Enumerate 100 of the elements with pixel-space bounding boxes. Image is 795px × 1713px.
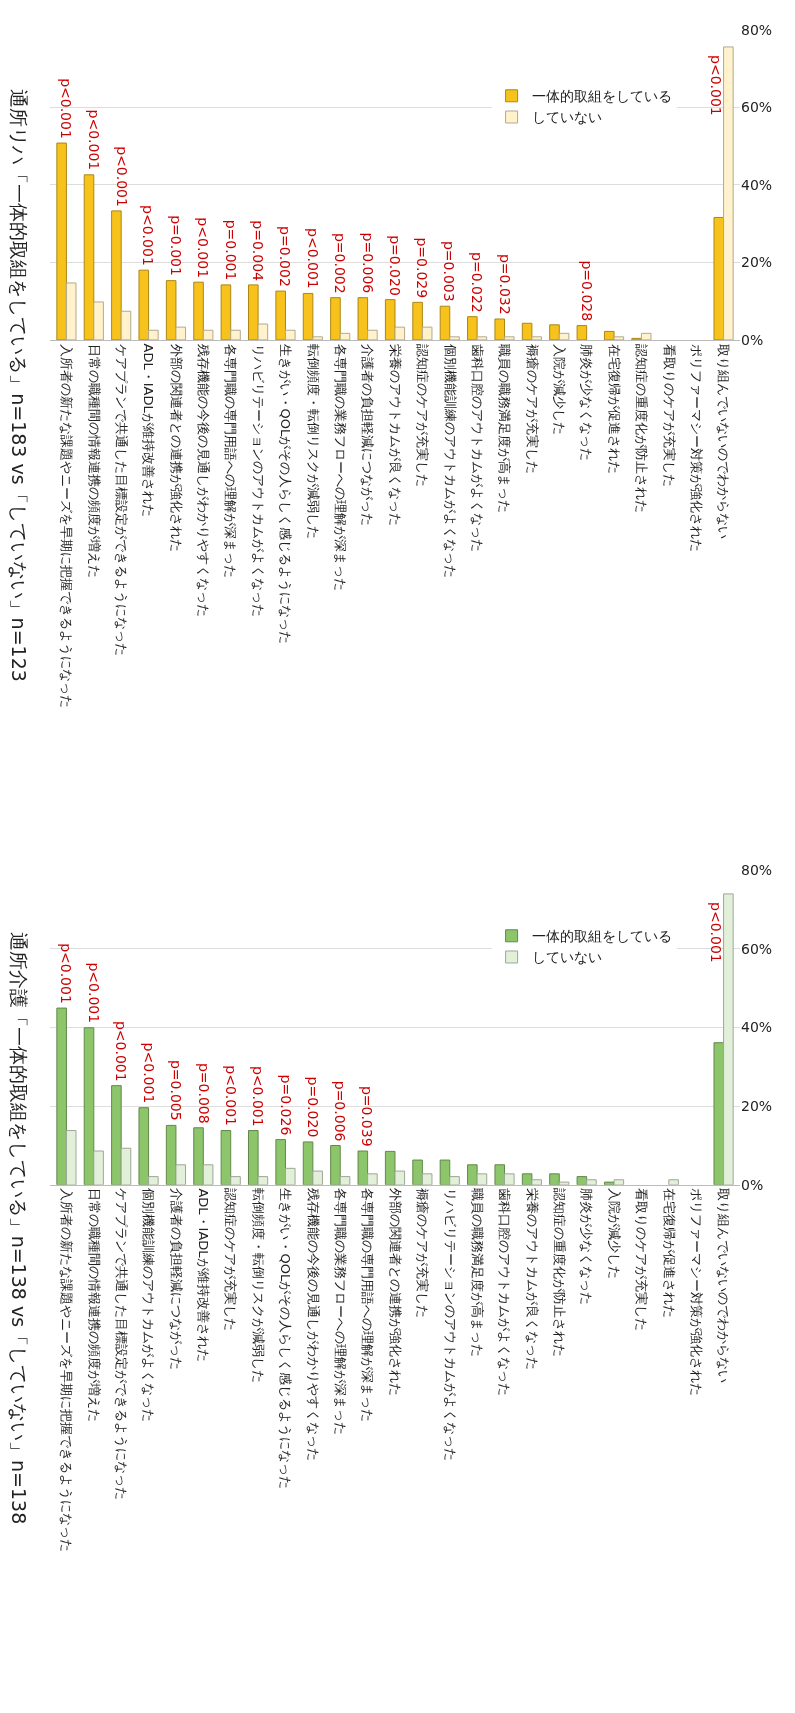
- bar: [531, 1179, 542, 1185]
- bar: [549, 1173, 560, 1185]
- x-tick-label: 看取りのケアが充実した: [661, 343, 677, 487]
- x-tick-label: 介護者の負担軽減につながった: [168, 1188, 184, 1371]
- annotation: p=0.001: [168, 215, 185, 276]
- annotation: p=0.002: [332, 232, 349, 294]
- bar: [412, 301, 423, 340]
- annotation: p=0.001: [223, 219, 240, 281]
- bar: [421, 326, 433, 340]
- x-tick-label: 認知症の重度化が防止された: [634, 343, 650, 513]
- x-tick-label: 認知症のケアが充実した: [223, 1188, 239, 1332]
- bar: [394, 326, 406, 340]
- annotation: p=0.026: [277, 1074, 294, 1136]
- legend-label: していない: [531, 949, 602, 966]
- x-tick-label: 褥瘡のケアが充実した: [415, 1188, 431, 1319]
- bar: [83, 174, 95, 340]
- bar: [175, 326, 187, 340]
- annotation: p<0.001: [707, 55, 724, 116]
- bar: [165, 1124, 177, 1185]
- bar: [476, 336, 488, 340]
- y-tick-label: 80%: [741, 21, 773, 38]
- bar: [449, 336, 460, 340]
- annotation: p=0.004: [250, 220, 267, 282]
- bar: [394, 1170, 406, 1185]
- annotation: p<0.001: [57, 78, 74, 139]
- y-tick-label: 60%: [741, 940, 773, 957]
- bar: [275, 1139, 286, 1185]
- y-tick-label: 20%: [741, 254, 773, 271]
- bar: [65, 282, 77, 340]
- bar: [93, 1150, 104, 1185]
- bar: [640, 332, 652, 340]
- annotation: p=0.020: [305, 1076, 322, 1138]
- bar: [193, 1127, 204, 1185]
- x-tick-label: 肺炎が少なくなった: [579, 1188, 595, 1306]
- text: 通所リハ「一体的取組をしている」n=183 vs「していない」n=123: [8, 89, 31, 682]
- x-tick-label: 褥瘡のケアが充実した: [524, 343, 540, 474]
- annotation: p=0.008: [195, 1062, 212, 1124]
- x-tick-label: ADL・IADLが維持改善された: [141, 343, 157, 517]
- x-tick-label: 生きがい・QOLがその人らしく感じるようになった: [278, 343, 294, 645]
- bar: [412, 1159, 423, 1185]
- bar: [723, 893, 734, 1185]
- bar: [576, 325, 588, 340]
- x-tick-label: 介護者の負担軽減につながった: [360, 343, 376, 526]
- annotation: p<0.001: [58, 943, 74, 1004]
- bar: [284, 1167, 296, 1185]
- bar: [339, 332, 351, 340]
- x-tick-label: 入所者の新たな課題やニーズを早期に把握できるようになった: [59, 1188, 75, 1553]
- y-tick-label: 0%: [741, 331, 764, 348]
- bar: [202, 329, 214, 340]
- y-tick-label: 60%: [741, 99, 773, 116]
- bar: [613, 336, 625, 340]
- bar: [367, 1173, 378, 1185]
- x-tick-label: 個別機能訓練のアウトカムがよくなった: [442, 343, 458, 578]
- bar: [302, 1141, 314, 1185]
- bar: [357, 1150, 369, 1185]
- bar: [521, 322, 533, 340]
- bar: [93, 301, 104, 340]
- x-tick-label: 外部の関連者との連携が強化された: [387, 1188, 403, 1397]
- bar: [421, 1173, 433, 1185]
- bar: [220, 284, 232, 340]
- annotation: p<0.001: [113, 1020, 130, 1082]
- annotation: p=0.020: [387, 235, 404, 296]
- bar: [576, 1176, 588, 1185]
- annotation: p<0.001: [707, 902, 724, 963]
- bar: [284, 329, 296, 340]
- bar: [175, 1164, 187, 1185]
- annotation: p<0.001: [304, 228, 321, 289]
- y-tick-label: 40%: [741, 176, 773, 193]
- bar: [312, 1170, 323, 1185]
- annotation: p<0.001: [113, 146, 130, 207]
- annotation: p=0.032: [497, 253, 514, 315]
- x-tick-label: 栄養のアウトカムが良くなった: [524, 1188, 540, 1371]
- x-tick-label: 各専門職の専門用語への理解が深まった: [223, 343, 239, 578]
- bar: [120, 1147, 132, 1185]
- x-tick-label: 残存機能の今後の見通しがわかりやすくなった: [196, 343, 212, 617]
- x-tick-label: 取り組んでいないのでわからない: [716, 1188, 732, 1384]
- x-tick-label: 各専門職の専門用語への理解が深まった: [360, 1188, 376, 1423]
- annotation: p=0.029: [414, 237, 431, 299]
- x-tick-label: 歯科口腔のアウトカムがよくなった: [469, 343, 485, 552]
- y-tick-label: 20%: [741, 1098, 773, 1115]
- x-tick-label: ADL・IADLが維持改善された: [196, 1188, 212, 1362]
- bar: [65, 1130, 77, 1185]
- x-tick-label: 取り組んでいないのでわからない: [716, 343, 732, 539]
- bar: [558, 1181, 570, 1185]
- y-tick-label: 80%: [741, 861, 773, 878]
- bar: [111, 1085, 122, 1185]
- x-tick-label: 栄養のアウトカムが良くなった: [387, 343, 403, 526]
- annotation: p=0.002: [277, 226, 294, 287]
- bar: [384, 299, 396, 340]
- annotation: p<0.001: [250, 1065, 267, 1127]
- x-tick-label: 在宅復帰が促進された: [606, 343, 622, 474]
- bar: [220, 1130, 232, 1185]
- bar: [275, 290, 286, 340]
- x-tick-label: ケアプランで共通した目標設定ができるようになった: [113, 1188, 129, 1501]
- bar: [504, 1173, 515, 1185]
- bar: [494, 1164, 506, 1185]
- bar: [165, 280, 177, 340]
- bar: [257, 1176, 269, 1185]
- y-tick-label: 40%: [741, 1019, 773, 1036]
- x-tick-label: 日常の職種間の情報連携の頻度が増えた: [86, 1188, 102, 1423]
